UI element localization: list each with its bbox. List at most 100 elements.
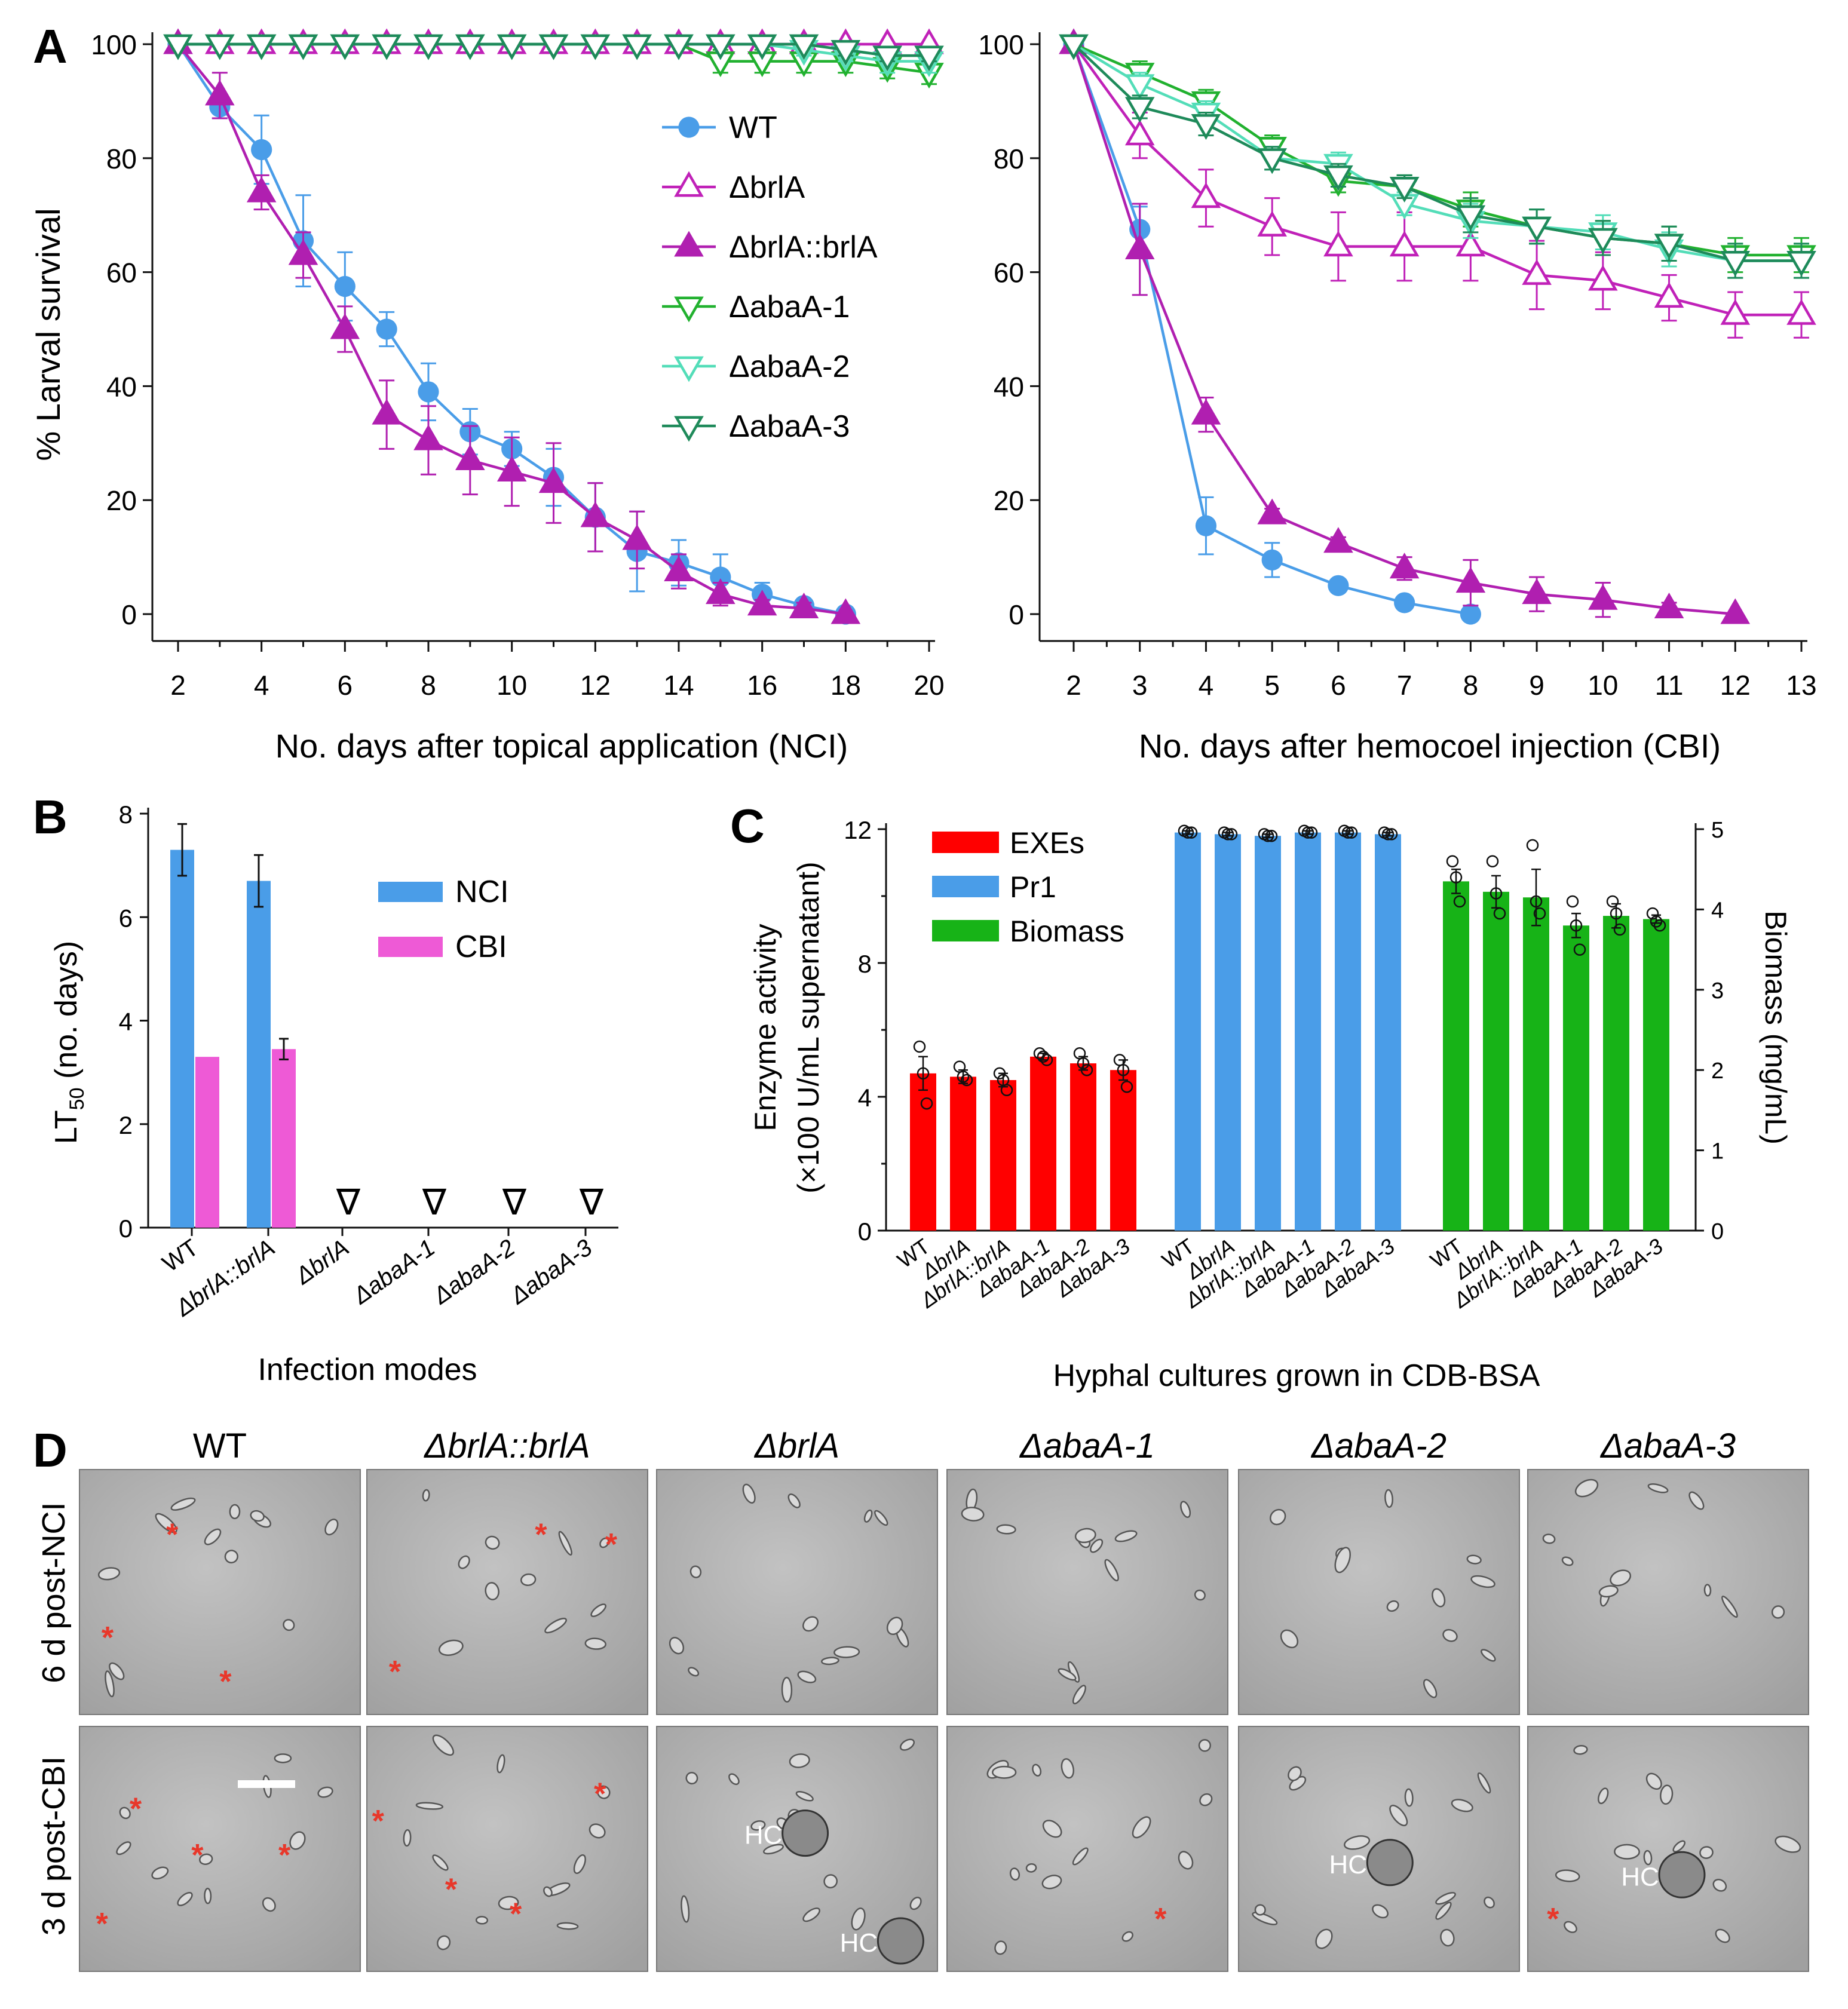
column-header: ΔabaA-3 [1599,1427,1736,1465]
cell [432,1734,455,1756]
x-tick-label: 5 [1264,670,1280,701]
not-reached-marker: ∇ [422,1182,447,1222]
data-point [205,79,235,106]
cell [1564,1921,1577,1933]
cell [1404,1788,1414,1807]
cell [1660,1784,1674,1805]
hc-label: HC [744,1821,783,1850]
column-header: ΔbrlA [753,1427,839,1465]
x-tick-label: 16 [747,670,777,701]
y-axis-label-right: Biomass (mg/mL) [1759,910,1792,1145]
data-point [1588,584,1618,610]
y-right-tick-label: 4 [1711,898,1724,923]
x-tick-label: 8 [421,670,436,701]
cell [324,1519,339,1536]
cell [1703,1584,1712,1597]
legend-swatch-nci [378,882,443,902]
cell [116,1841,131,1855]
hc-label: HC [1329,1850,1368,1879]
cell [1042,1820,1062,1838]
asterisk-marker: * [535,1518,547,1553]
cell [475,1916,489,1925]
y-tick-label: 0 [121,599,137,630]
legend-swatch-biomass [932,920,999,941]
asterisk-marker: * [278,1838,291,1873]
replicate-point [1646,907,1659,920]
x-tick-label: 14 [663,670,694,701]
column-header: WT [193,1427,247,1465]
cell [1574,1479,1599,1498]
y-tick-label: 4 [119,1008,133,1036]
replicate-point [957,1071,970,1083]
replicate-point [1530,895,1543,908]
data-point [747,34,777,60]
cell [543,1886,553,1897]
x-tick-label: 3 [1132,670,1148,701]
cell [498,1895,519,1910]
replicate-point [1221,828,1234,841]
cell [289,1831,306,1850]
legend-marker [674,356,704,382]
y-label-rest: (no. days) [49,941,84,1088]
replicate-point [1650,915,1663,928]
micrograph-background [366,1726,648,1972]
bar-biomass [1603,916,1629,1231]
data-point [1195,515,1217,536]
legend-marker [674,171,704,197]
data-point [1261,549,1283,571]
cell [170,1497,196,1511]
cell [1288,1766,1302,1781]
data-point [664,555,694,581]
cell [781,1676,793,1703]
scale-bar [238,1780,295,1788]
legend-label-nci: NCI [455,875,509,909]
bar-exes [990,1080,1016,1231]
data-point [1059,34,1089,60]
cell [403,1829,412,1847]
data-point [1786,250,1816,277]
data-point [497,455,527,482]
replicate-point [1000,1084,1013,1097]
hemocyte [782,1809,829,1857]
cell [432,1854,449,1871]
hemocyte [1366,1839,1414,1887]
hemocyte [1658,1851,1706,1898]
cell [1721,1596,1738,1618]
replicate-point [1077,1057,1090,1070]
x-tick-label: 8 [1463,670,1479,701]
data-point [1460,603,1481,625]
cell [485,1535,500,1550]
data-point [538,34,569,60]
y-tick-label: 100 [978,29,1024,60]
bar-cbi [195,1057,219,1228]
bar-exes [1030,1056,1056,1231]
not-reached-marker: ∇ [579,1182,604,1222]
hc-label: HC [1621,1862,1659,1891]
data-point [1654,234,1684,260]
cell [415,1802,444,1810]
data-point [622,34,652,60]
cell [1712,1879,1727,1892]
bar-biomass [1523,897,1549,1231]
data-point [1654,592,1684,619]
hemocyte [877,1917,924,1965]
axes: 0 20 40 60 80 100 2 4 6 8 10 12 14 16 18 20 [91,29,944,701]
legend: EXEs Pr1 Biomass [932,826,1124,948]
replicate-point [913,1040,926,1053]
cell [438,1639,464,1656]
data-point [622,524,652,550]
asterisk-marker: * [130,1792,142,1826]
y-axis-label-line2: (×100 U/mL supernatant) [792,861,825,1193]
bar-pr1 [1295,832,1321,1231]
x-axis-label: Infection modes [258,1352,477,1387]
bar-nci [247,881,271,1228]
cell [1384,1489,1393,1508]
replicate-point [1533,907,1546,920]
column-header: ΔabaA-1 [1019,1427,1155,1465]
bars-layer: ∇ ∇ ∇ ∇ [170,823,604,1228]
y-label-sub: 50 [66,1088,88,1111]
cell [1199,1793,1213,1806]
data-point [334,275,355,297]
cell [1688,1491,1705,1510]
data-point [455,444,485,470]
